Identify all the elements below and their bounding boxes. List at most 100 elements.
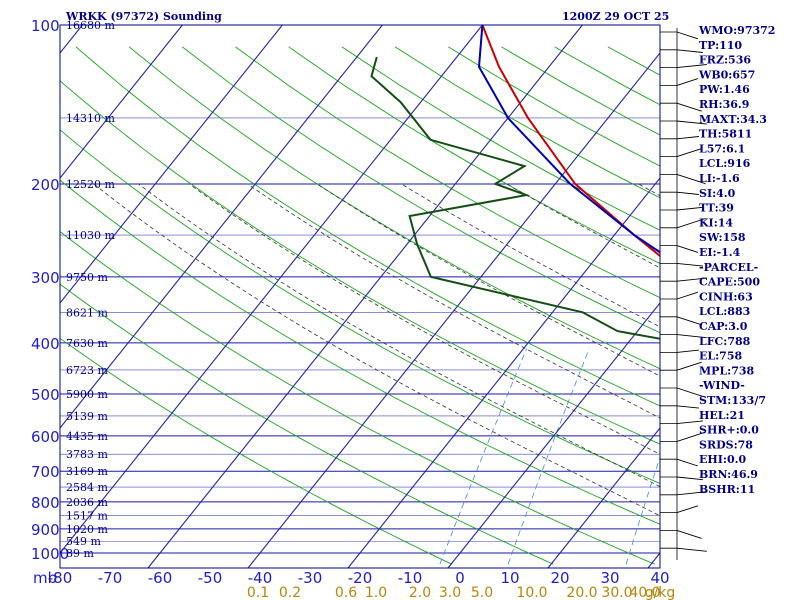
isotherm [447,302,660,568]
plot-area [60,25,800,568]
dry-adiabat [288,46,660,264]
isotherm [60,25,283,304]
pressure-label-800: 800 [31,494,60,512]
index-label: SHR+:0.0 [699,424,759,437]
temperature-tick-label: -40 [248,569,273,587]
temperature-tick-label: 30 [600,569,619,587]
mixing-ratio-line [507,348,590,565]
dry-adiabat [60,80,660,445]
index-label: EHI:0.0 [699,453,746,466]
wind-barb-shaft [676,458,699,467]
mixing-ratio-label: 2.0 [409,585,431,600]
mixing-ratio-label: 0.1 [247,585,269,600]
moist-adiabat [138,183,660,488]
plot-frame [59,24,661,569]
height-label: 1020 m [66,523,108,536]
dewpoint-trace [370,56,660,340]
height-label: 12520 m [66,178,115,191]
height-label: 5139 m [66,410,108,423]
moist-adiabat [506,183,660,269]
index-label: SW:158 [699,231,746,244]
index-label: WB0:657 [698,68,755,81]
index-label: TH:5811 [699,128,752,141]
isotherm [247,52,660,568]
height-label: 3783 m [66,448,108,461]
wind-barb-shaft [676,387,706,398]
temperature-tick-label: -70 [98,569,123,587]
dry-adiabat [767,47,800,564]
isotherm [147,25,583,568]
chart-datetime: 1200Z 29 OCT 25 [562,10,669,23]
moist-adiabat [93,183,660,517]
index-label: BRN:46.9 [699,468,758,481]
wind-barb-shaft [676,334,707,339]
parcel-trace [477,25,660,254]
mixing-ratio-label: 5.0 [471,585,493,600]
pressure-label-900: 900 [31,521,60,539]
mixing-ratio-label: 1.0 [365,585,387,600]
wind-barb-shaft [676,218,706,229]
height-label: 3169 m [66,465,108,478]
mixing-ratio-line [772,349,800,565]
dry-adiabat [182,46,660,334]
dry-adiabat [60,230,655,565]
temperature-tick-label: 10 [500,569,519,587]
wind-barb-shaft [676,529,702,539]
mixing-ratio-label: 40.0 [629,585,660,600]
pressure-label-400: 400 [31,335,60,353]
index-label: TT:39 [699,202,734,215]
pressure-label-500: 500 [31,386,60,404]
index-label: -WIND- [699,379,745,392]
index-label: LCL:883 [699,305,750,318]
index-label: BSHR:11 [699,483,755,496]
dry-adiabat [75,46,660,407]
temperature-tick-label: 20 [550,569,569,587]
index-label: EI:-1.4 [699,246,741,259]
temperature-labels: mb-80 -70 -60 -50 -40 -30 -20 -10 0 10 20 30 40 [33,569,670,587]
temperature-tick-label: 40 [650,569,669,587]
index-label: SRDS:78 [699,438,753,451]
index-label: HEL:21 [699,409,745,422]
wind-barb-shaft [676,78,699,86]
index-label: MPL:738 [699,364,755,377]
height-label: 8621 m [66,306,108,319]
temperature-tick-label: -50 [198,569,223,587]
dry-adiabat [235,46,660,299]
index-label: L57:6.1 [699,142,745,155]
height-label: 9750 m [66,271,108,284]
mixing-ratio-label: 30.0 [601,585,632,600]
wind-barb-shaft [676,547,707,552]
index-label: LFC:788 [699,335,751,348]
pressure-unit-label: mb [33,569,57,587]
wind-barb-shaft [676,349,699,353]
pressure-label-1000: 1000 [31,545,69,563]
wind-barb-shaft [676,291,699,300]
index-label: WMO:97372 [698,24,775,37]
height-label: 2584 m [66,481,108,494]
temperature-tick-label: -10 [398,569,423,587]
pressure-label-200: 200 [31,176,60,194]
height-label: 7630 m [66,337,108,350]
mixing-ratio-label: 3.0 [439,585,461,600]
dry-adiabat [128,46,660,370]
wind-barb-shaft [676,191,699,195]
mixing-ratio-label: 0.6 [335,585,357,600]
temperature-tick-label: -30 [298,569,323,587]
height-label: 2036 m [66,496,108,509]
wind-barb-shaft [676,361,702,371]
wind-barb-shaft [676,405,699,409]
wind-barb-shaft [676,173,706,185]
index-label: LI:-1.6 [699,172,740,185]
wind-barb-shaft [676,148,702,158]
wind-barb-shaft [676,136,699,140]
moist-adiabat [316,183,660,377]
dry-adiabat [60,337,453,565]
height-label: 11030 m [66,229,115,242]
mixing-ratio-label: 20.0 [566,585,597,600]
wind-barb-shaft [676,491,707,496]
wind-barbs [660,28,707,560]
index-label: EL:758 [699,350,742,363]
height-label: 89 m [66,547,94,560]
wind-barb-shaft [676,476,703,481]
height-labels: 16680 m 14310 m 12520 m 11030 m 9750 m 8621 m… [66,19,115,560]
